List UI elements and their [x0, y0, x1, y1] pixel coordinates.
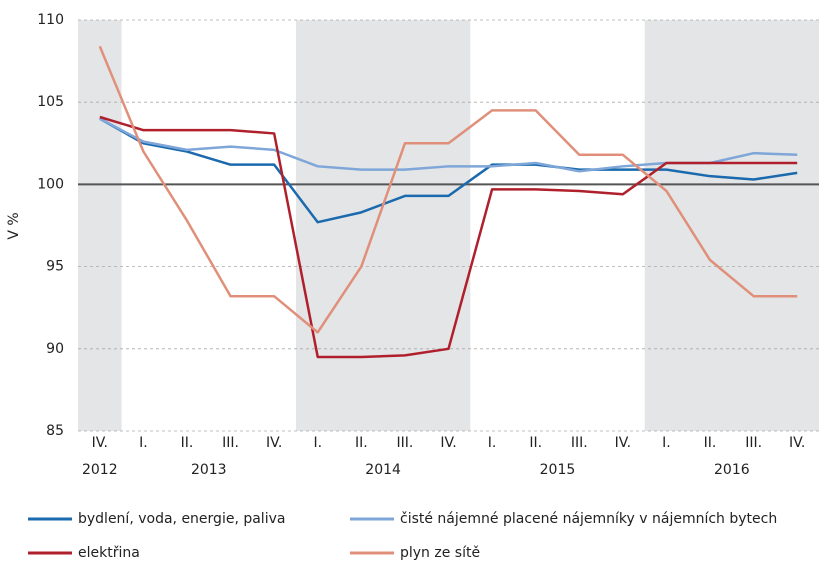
year-label: 2013 [191, 462, 227, 478]
legend-label: plyn ze sítě [400, 545, 480, 561]
year-label: 2014 [365, 462, 401, 478]
x-tick-label: I. [139, 435, 148, 451]
year-band [78, 20, 122, 431]
x-tick-label: III. [396, 435, 413, 451]
x-tick-label: IV. [615, 435, 631, 451]
year-band [644, 20, 819, 431]
year-label: 2012 [82, 462, 118, 478]
y-tick-label: 105 [37, 94, 64, 110]
y-tick-label: 110 [37, 12, 64, 28]
year-label: 2015 [540, 462, 576, 478]
series-line [99, 115, 798, 359]
year-band [295, 20, 471, 431]
x-tick-label: III. [745, 435, 762, 451]
y-tick-label: 90 [46, 341, 64, 357]
x-tick-label: II. [181, 435, 194, 451]
y-tick-label: 100 [37, 176, 64, 192]
series-line [99, 117, 798, 224]
x-tick-label: I. [662, 435, 671, 451]
x-tick-label: IV. [266, 435, 282, 451]
y-tick-label: 95 [46, 259, 64, 275]
x-tick-label: II. [704, 435, 717, 451]
x-tick-label: I. [488, 435, 497, 451]
x-tick-label: IV. [789, 435, 805, 451]
x-tick-label: II. [355, 435, 368, 451]
legend-label: elektřina [78, 545, 140, 561]
x-tick-label: III. [222, 435, 239, 451]
legend-label: čisté nájemné placené nájemníky v nájemn… [400, 511, 777, 527]
y-tick-label: 85 [46, 423, 64, 439]
x-tick-label: II. [529, 435, 542, 451]
x-tick-label: IV. [440, 435, 456, 451]
year-label: 2016 [714, 462, 750, 478]
legend-label: bydlení, voda, energie, paliva [78, 511, 285, 527]
series-line [98, 45, 798, 334]
x-tick-label: III. [571, 435, 588, 451]
x-tick-label: IV. [92, 435, 108, 451]
x-tick-label: I. [313, 435, 322, 451]
y-axis-label: V % [6, 212, 22, 239]
